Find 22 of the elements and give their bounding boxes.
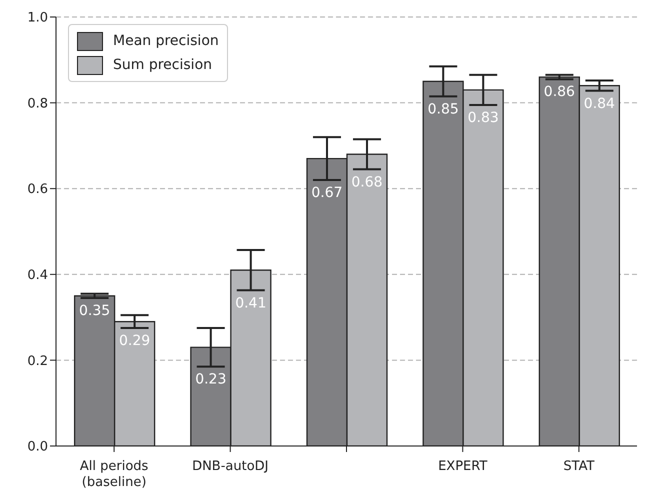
y-tick-label: 0.8 (27, 96, 48, 112)
legend-label: Sum precision (113, 57, 212, 73)
y-tick-label: 0.6 (27, 182, 48, 198)
x-tick-label: STAT (563, 459, 594, 474)
data-label: 0.86 (544, 84, 576, 100)
legend-label: Mean precision (113, 33, 219, 49)
y-tick-label: 0.4 (27, 268, 48, 284)
data-label: 0.67 (311, 185, 343, 202)
x-tick-label: DNB-autoDJ (192, 459, 269, 474)
data-label: 0.41 (235, 295, 266, 312)
y-tick-label: 0.2 (27, 354, 48, 369)
data-label: 0.85 (428, 101, 459, 118)
data-label: 0.83 (468, 110, 499, 126)
data-label: 0.35 (79, 302, 110, 319)
x-tick-label: All periods (baseline) (80, 459, 149, 490)
data-label: 0.84 (584, 96, 616, 112)
data-label: 0.23 (195, 372, 226, 388)
y-tick-label: 0.0 (27, 440, 48, 455)
y-tick-label: 1.0 (27, 10, 48, 26)
x-tick-label: EXPERT (438, 459, 488, 474)
data-label: 0.68 (351, 174, 383, 190)
data-label: 0.29 (119, 333, 150, 350)
